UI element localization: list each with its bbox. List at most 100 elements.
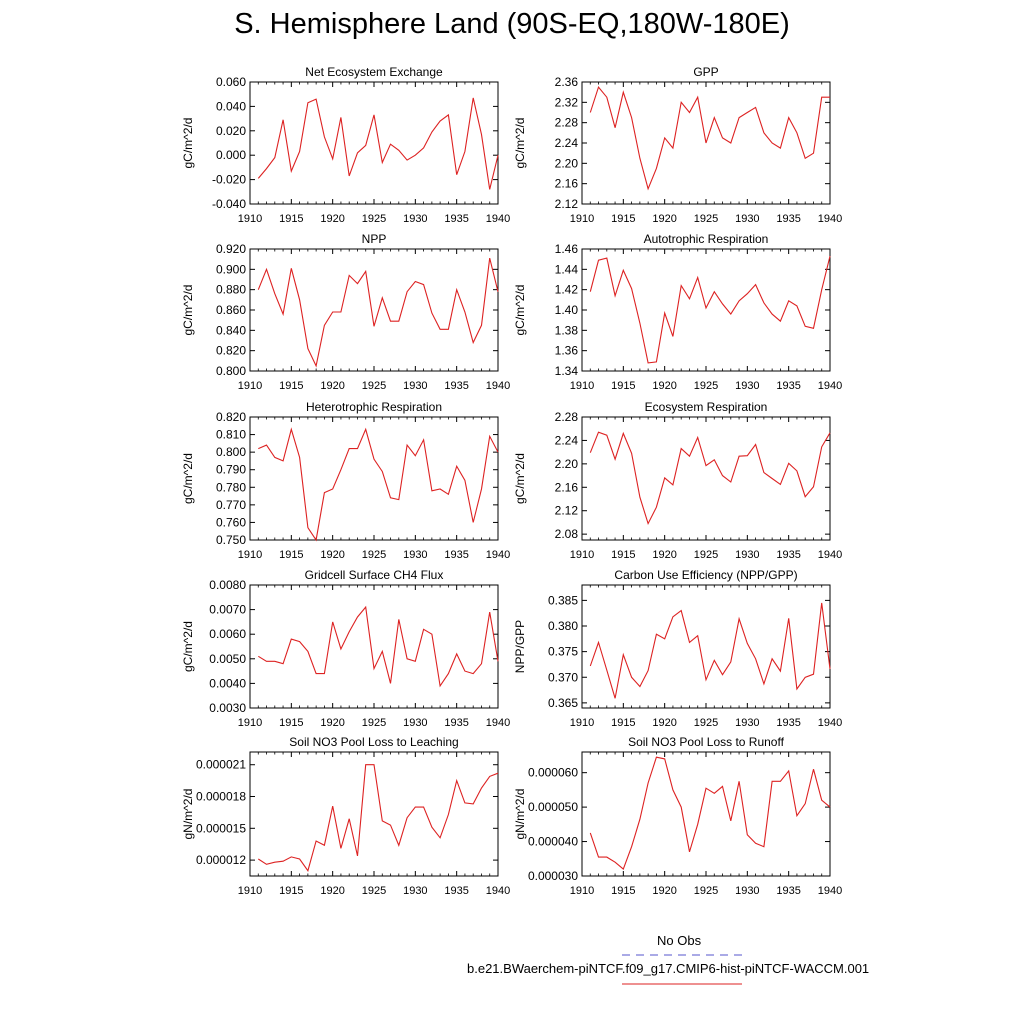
x-tick-label: 1910 xyxy=(238,213,262,225)
y-axis-label: gC/m^2/d xyxy=(181,621,195,672)
x-tick-label: 1940 xyxy=(818,885,842,897)
y-axis-label: gC/m^2/d xyxy=(181,285,195,336)
series-line xyxy=(589,85,830,191)
x-tick-label: 1940 xyxy=(486,885,510,897)
y-tick-label: 0.0050 xyxy=(209,652,246,666)
x-tick-label: 1930 xyxy=(403,549,427,561)
plot-frame xyxy=(249,416,499,541)
y-tick-label: 0.0040 xyxy=(209,676,246,690)
x-tick-label: 1935 xyxy=(776,885,800,897)
series-line xyxy=(257,257,499,368)
y-tick-label: -0.040 xyxy=(212,197,246,211)
plot-frame xyxy=(249,248,499,372)
x-tick-label: 1915 xyxy=(611,885,635,897)
x-tick-label: 1940 xyxy=(818,717,842,729)
x-tick-label: 1930 xyxy=(735,213,759,225)
y-axis-label: gC/m^2/d xyxy=(513,453,527,504)
x-tick-label: 1915 xyxy=(279,549,303,561)
chart-panel-4: Heterotrophic Respiration 1910 1915 1920 192… xyxy=(181,400,510,561)
x-tick-label: 1910 xyxy=(570,213,594,225)
y-axis-label: gN/m^2/d xyxy=(513,789,527,840)
plot-frame xyxy=(581,416,831,541)
x-tick-label: 1915 xyxy=(611,717,635,729)
chart-panel-3: Autotrophic Respiration 1910 1915 1920 1925 1… xyxy=(513,232,842,392)
y-tick-label: 0.000 xyxy=(216,148,246,162)
x-tick-label: 1930 xyxy=(403,885,427,897)
y-tick-label: 1.36 xyxy=(555,344,579,358)
x-tick-label: 1935 xyxy=(444,717,468,729)
x-tick-label: 1915 xyxy=(611,213,635,225)
y-tick-label: 0.860 xyxy=(216,303,246,317)
x-tick-label: 1920 xyxy=(652,380,676,392)
y-tick-label: 0.0060 xyxy=(209,627,246,641)
x-tick-label: 1935 xyxy=(776,213,800,225)
series-line xyxy=(258,764,499,872)
y-tick-label: 2.28 xyxy=(555,116,579,130)
y-tick-label: 0.750 xyxy=(216,533,246,547)
chart-panel-8: Soil NO3 Pool Loss to Leaching 1910 1915 19… xyxy=(181,735,510,897)
y-tick-label: 0.380 xyxy=(548,619,578,633)
x-tick-label: 1925 xyxy=(362,213,386,225)
y-tick-label: 0.000040 xyxy=(528,835,578,849)
legend-label-no-obs: No Obs xyxy=(657,933,702,948)
y-tick-label: 0.375 xyxy=(548,645,578,659)
y-tick-label: 0.920 xyxy=(216,242,246,256)
x-tick-label: 1915 xyxy=(279,380,303,392)
x-tick-label: 1930 xyxy=(735,549,759,561)
page-title: S. Hemisphere Land (90S-EQ,180W-180E) xyxy=(234,8,790,40)
series-line xyxy=(589,602,831,699)
y-tick-label: 0.000021 xyxy=(196,758,246,772)
x-tick-label: 1920 xyxy=(320,549,344,561)
x-tick-label: 1930 xyxy=(735,380,759,392)
chart-title: Ecosystem Respiration xyxy=(645,400,768,414)
y-axis-label: gN/m^2/d xyxy=(181,789,195,840)
y-tick-label: 2.08 xyxy=(555,527,579,541)
y-axis-label: gC/m^2/d xyxy=(513,285,527,336)
x-tick-label: 1915 xyxy=(279,885,303,897)
y-tick-label: 0.0070 xyxy=(209,603,246,617)
chart-title: Autotrophic Respiration xyxy=(644,232,769,246)
plot-frame xyxy=(249,751,499,877)
y-tick-label: 2.36 xyxy=(555,75,579,89)
y-tick-label: 0.840 xyxy=(216,323,246,337)
y-tick-label: 0.000018 xyxy=(196,790,246,804)
y-tick-label: 1.44 xyxy=(555,262,579,276)
y-tick-label: 0.770 xyxy=(216,498,246,512)
x-tick-label: 1920 xyxy=(320,717,344,729)
x-tick-label: 1935 xyxy=(444,213,468,225)
x-tick-label: 1915 xyxy=(611,380,635,392)
chart-title: Heterotrophic Respiration xyxy=(306,400,442,414)
chart-panel-0: Net Ecosystem Exchange 1910 1915 1920 1925 19… xyxy=(181,65,510,225)
y-tick-label: 0.000060 xyxy=(528,766,578,780)
y-tick-label: 0.900 xyxy=(216,262,246,276)
chart-title: Soil NO3 Pool Loss to Leaching xyxy=(289,735,458,749)
y-tick-label: 0.020 xyxy=(216,124,246,138)
chart-panel-7: Carbon Use Efficiency (NPP/GPP) 1910 1915 1… xyxy=(513,568,842,729)
y-tick-label: 0.820 xyxy=(216,410,246,424)
y-tick-label: 2.24 xyxy=(555,433,579,447)
y-axis-label: gC/m^2/d xyxy=(181,118,195,169)
plot-frame xyxy=(249,584,499,709)
y-tick-label: 0.000030 xyxy=(528,869,578,883)
chart-title: Soil NO3 Pool Loss to Runoff xyxy=(628,735,785,749)
legend-label-model-run: b.e21.BWaerchem-piNTCF.f09_g17.CMIP6-his… xyxy=(467,961,870,976)
x-tick-label: 1935 xyxy=(444,380,468,392)
y-tick-label: 0.0030 xyxy=(209,701,246,715)
x-tick-label: 1935 xyxy=(444,885,468,897)
y-tick-label: 0.000012 xyxy=(196,853,246,867)
y-tick-label: 1.46 xyxy=(555,242,579,256)
x-tick-label: 1910 xyxy=(238,549,262,561)
y-tick-label: 0.365 xyxy=(548,696,578,710)
x-tick-label: 1925 xyxy=(362,380,386,392)
x-tick-label: 1915 xyxy=(279,717,303,729)
y-tick-label: 0.060 xyxy=(216,75,246,89)
x-tick-label: 1920 xyxy=(652,213,676,225)
y-tick-label: 0.880 xyxy=(216,283,246,297)
y-tick-label: 1.42 xyxy=(555,283,579,297)
y-tick-label: 0.000050 xyxy=(528,800,578,814)
y-tick-label: 2.16 xyxy=(555,177,579,191)
x-tick-label: 1935 xyxy=(776,549,800,561)
x-tick-label: 1920 xyxy=(320,213,344,225)
y-axis-label: gC/m^2/d xyxy=(513,118,527,169)
